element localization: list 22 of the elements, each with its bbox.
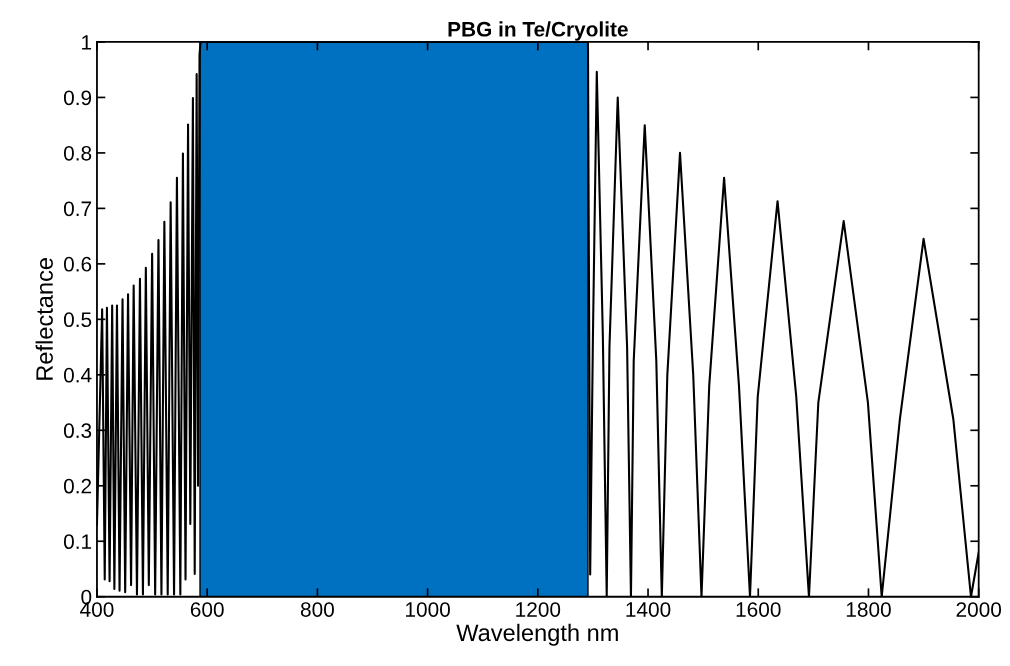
y-tick-label: 0.8 (63, 145, 92, 161)
chart-title: PBG in Te/Cryolite (448, 21, 628, 41)
x-tick-label: 2000 (956, 602, 1002, 617)
x-tick-label: 800 (300, 602, 334, 617)
x-tick-label: 1400 (626, 602, 671, 617)
x-tick-label: 1200 (516, 602, 561, 617)
y-tick-label: 0.6 (63, 256, 92, 272)
y-tick-label: 0.5 (63, 312, 92, 328)
line-series (96, 41, 979, 597)
y-tick-label: 0.9 (63, 90, 92, 106)
x-tick-label: 1600 (736, 602, 781, 617)
x-tick-label: 1000 (406, 602, 450, 617)
y-tick-label: 1 (82, 35, 92, 50)
y-axis-title: Reflectance (35, 258, 53, 380)
y-tick-label: 0.4 (63, 367, 92, 383)
y-tick-label: 0.3 (63, 423, 92, 439)
x-axis-title: Wavelength nm (456, 623, 618, 646)
y-tick-label: 0.1 (63, 534, 92, 550)
x-tick-label: 600 (190, 602, 224, 617)
y-tick-label: 0.2 (63, 478, 92, 494)
x-tick-label: 1800 (846, 602, 891, 617)
y-tick-label: 0.7 (63, 201, 92, 217)
